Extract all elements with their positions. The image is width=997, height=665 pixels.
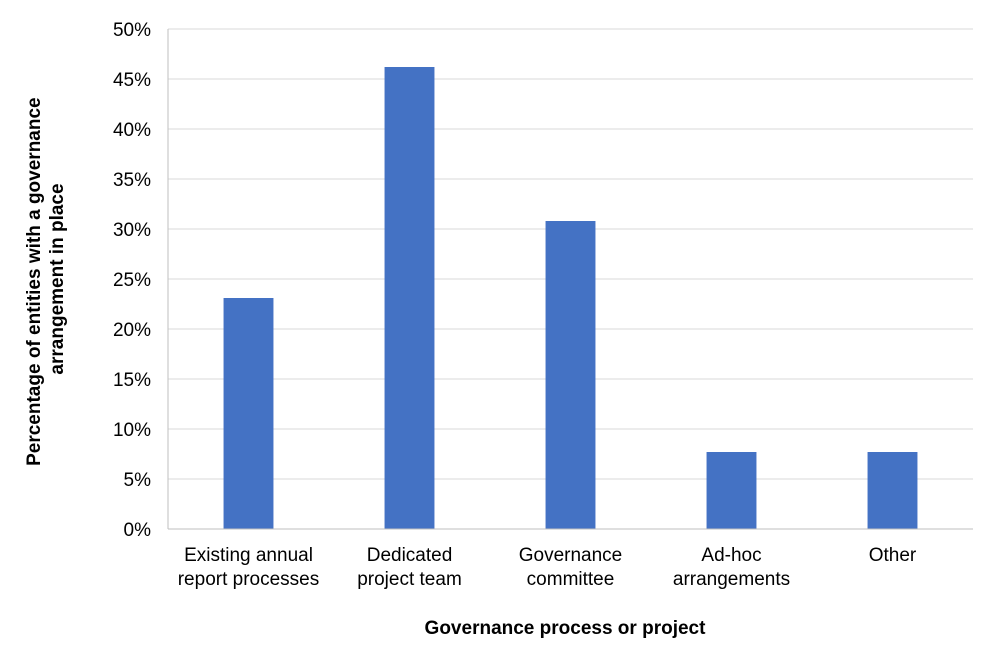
x-category-label: Dedicated project team bbox=[357, 545, 462, 590]
x-category-label-line: committee bbox=[527, 569, 615, 590]
x-category-label-line: Ad-hoc bbox=[701, 545, 761, 566]
x-category-label-line: Governance bbox=[519, 545, 623, 566]
y-axis-title: Percentage of entities with a governance… bbox=[24, 92, 68, 466]
bar bbox=[545, 221, 596, 529]
x-category-label-line: Dedicated bbox=[367, 545, 453, 566]
x-category-label-line: project team bbox=[357, 569, 462, 590]
bar bbox=[867, 452, 918, 529]
y-axis-title-line-2: arrangement in place bbox=[47, 183, 68, 374]
x-category-labels: Existing annual report processes Dedicated… bbox=[178, 545, 917, 590]
bar bbox=[706, 452, 757, 529]
y-tick-label: 0% bbox=[124, 520, 152, 541]
x-category-label: Other bbox=[869, 545, 917, 566]
y-tick-label: 20% bbox=[113, 320, 151, 341]
y-tick-label: 40% bbox=[113, 120, 151, 141]
x-category-label: Existing annual report processes bbox=[178, 545, 320, 590]
x-category-label: Ad-hoc arrangements bbox=[673, 545, 790, 590]
y-tick-label: 10% bbox=[113, 420, 151, 441]
bars bbox=[223, 67, 918, 529]
axes bbox=[167, 29, 973, 530]
y-axis-title-line-1: Percentage of entities with a governance bbox=[24, 97, 45, 466]
y-tick-label: 50% bbox=[113, 20, 151, 41]
y-tick-label: 35% bbox=[113, 170, 151, 191]
bar bbox=[384, 67, 435, 529]
y-tick-label: 45% bbox=[113, 70, 151, 91]
x-category-label-line: arrangements bbox=[673, 569, 790, 590]
y-tick-label: 5% bbox=[124, 470, 152, 491]
x-category-label: Governance committee bbox=[519, 545, 623, 590]
bar bbox=[223, 298, 274, 529]
x-category-label-line: Existing annual bbox=[184, 545, 313, 566]
y-tick-label: 25% bbox=[113, 270, 151, 291]
x-category-label-line: Other bbox=[869, 545, 917, 566]
x-category-label-line: report processes bbox=[178, 569, 320, 590]
y-tick-label: 15% bbox=[113, 370, 151, 391]
y-tick-labels: 0% 5% 10% 15% 20% 25% 30% 35% 40% 45% 50% bbox=[113, 20, 151, 541]
x-axis-title: Governance process or project bbox=[425, 618, 707, 639]
y-tick-label: 30% bbox=[113, 220, 151, 241]
